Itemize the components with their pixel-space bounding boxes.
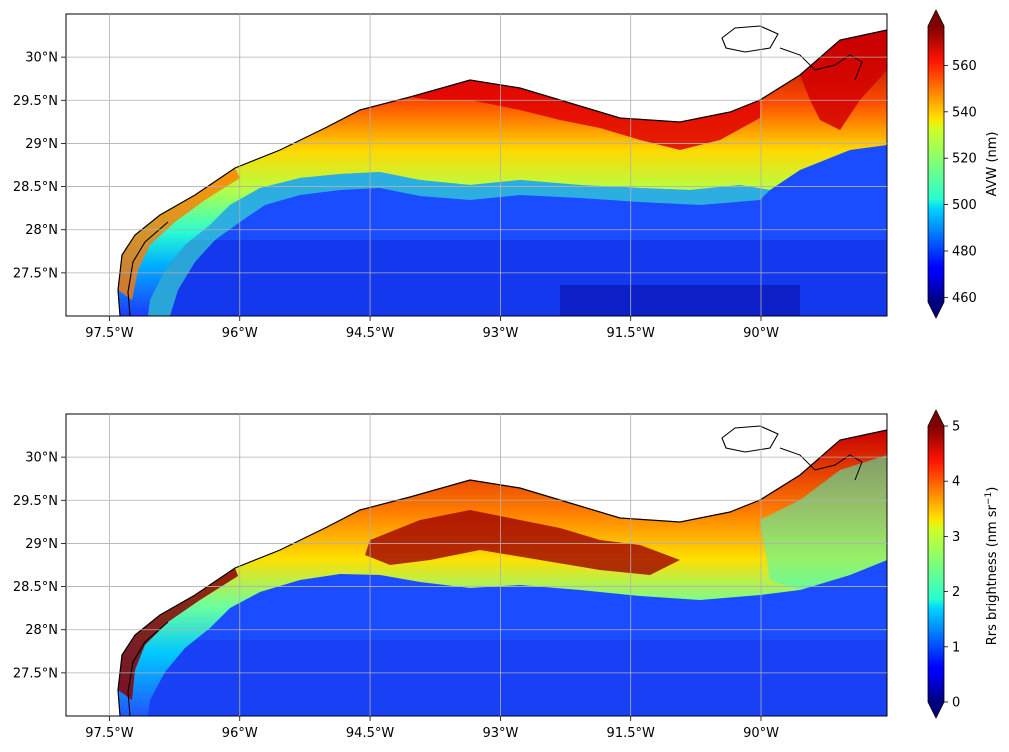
y-tick-label: 28°N xyxy=(25,223,58,238)
avw-field xyxy=(66,14,887,316)
dark-red-coastal-strip xyxy=(118,568,238,700)
y-tick-label: 30°N xyxy=(25,51,58,66)
coastline xyxy=(117,29,887,316)
x-tick-label: 90°W xyxy=(743,326,779,341)
brightness-colorbar-label-close: ) xyxy=(985,487,1000,492)
orange-coastal-strip xyxy=(118,168,240,300)
land-area xyxy=(66,14,887,316)
avw-gridlines xyxy=(66,14,887,316)
x-tick-label: 94.5°W xyxy=(346,326,394,341)
colorbar-tick-label: 500 xyxy=(952,198,977,213)
red-nearshore-band xyxy=(410,80,760,150)
avw-y-ticks: 27.5°N 28°N 28.5°N 29°N 29.5°N 30°N xyxy=(13,51,66,281)
brightness-field xyxy=(66,414,887,716)
y-tick-label: 28°N xyxy=(25,623,58,638)
colorbar-tick-label: 560 xyxy=(952,59,977,74)
delta-coastline xyxy=(779,47,863,81)
x-tick-label: 97.5°W xyxy=(85,726,133,741)
avw-colorbar-max-extend xyxy=(928,10,944,26)
coastline-bottom xyxy=(117,429,887,716)
shelf-plume xyxy=(118,30,887,316)
y-tick-label: 29.5°N xyxy=(13,494,58,509)
delta-coastline-bottom xyxy=(779,447,863,481)
colorbar-tick-label: 540 xyxy=(952,105,977,120)
avw-colorbar-outline xyxy=(927,9,945,319)
x-tick-label: 93°W xyxy=(482,326,518,341)
colorbar-tick-label: 460 xyxy=(952,291,977,306)
avw-colorbar-min-extend xyxy=(928,302,944,318)
y-tick-label: 28.5°N xyxy=(13,580,58,595)
brightness-colorbar-label-superscript: −1 xyxy=(984,492,994,505)
lake-pontchartrain-outline xyxy=(721,25,779,53)
brightness-colorbar: 0 1 2 3 4 5 Rrs brightness (nm sr−1) xyxy=(927,409,1000,719)
avw-colorbar: 460 480 500 520 540 560 AVW (nm) xyxy=(927,9,1000,319)
land-area-bottom xyxy=(66,414,887,716)
x-tick-label: 97.5°W xyxy=(85,326,133,341)
y-tick-label: 29°N xyxy=(25,137,58,152)
colorbar-tick-label: 2 xyxy=(952,585,960,600)
barrier-island-outline-bottom xyxy=(127,621,169,716)
colorbar-tick-label: 3 xyxy=(952,530,960,545)
y-tick-label: 29.5°N xyxy=(13,94,58,109)
brightness-map-panel: 97.5°W 96°W 94.5°W 93°W 91.5°W 90°W 27.5°N 28°… xyxy=(13,409,1000,741)
colorbar-tick-label: 5 xyxy=(952,420,960,435)
avw-map-panel: 97.5°W 96°W 94.5°W 93°W 91.5°W 90°W 27.5°N 28°… xyxy=(13,9,1000,341)
colorbar-tick-label: 0 xyxy=(952,696,960,711)
lake-pontchartrain-outline-bottom xyxy=(721,425,779,453)
avw-x-ticks: 97.5°W 96°W 94.5°W 93°W 91.5°W 90°W xyxy=(85,316,779,341)
colorbar-tick-label: 480 xyxy=(952,244,977,259)
brightness-colorbar-label-main: Rrs brightness (nm sr xyxy=(985,504,1000,645)
cyan-bank-bottom xyxy=(760,455,887,590)
brightness-colorbar-ticks: 0 1 2 3 4 5 xyxy=(944,420,960,711)
y-tick-label: 27.5°N xyxy=(13,666,58,681)
brightness-colorbar-min-extend xyxy=(928,702,944,718)
avw-colorbar-ticks: 460 480 500 520 540 560 xyxy=(944,59,977,306)
y-tick-label: 30°N xyxy=(25,451,58,466)
red-delta-plume xyxy=(800,30,887,130)
x-tick-label: 96°W xyxy=(222,326,258,341)
colorbar-tick-label: 4 xyxy=(952,475,960,490)
brightness-axes-frame xyxy=(65,413,888,717)
y-tick-label: 27.5°N xyxy=(13,266,58,281)
colorbar-tick-label: 520 xyxy=(952,152,977,167)
y-tick-label: 29°N xyxy=(25,537,58,552)
dark-red-core xyxy=(365,510,680,575)
brightness-colorbar-label: Rrs brightness (nm sr−1) xyxy=(984,487,1000,646)
x-tick-label: 93°W xyxy=(482,726,518,741)
brightness-y-ticks: 27.5°N 28°N 28.5°N 29°N 29.5°N 30°N xyxy=(13,451,66,681)
brightness-gridlines xyxy=(66,414,887,716)
y-tick-label: 28.5°N xyxy=(13,180,58,195)
shelf-plume-bottom xyxy=(118,430,887,716)
x-tick-label: 96°W xyxy=(222,726,258,741)
avw-axes-frame xyxy=(65,13,888,317)
x-tick-label: 91.5°W xyxy=(607,326,655,341)
avw-colorbar-label: AVW (nm) xyxy=(985,132,1000,197)
x-tick-label: 91.5°W xyxy=(607,726,655,741)
darkest-offshore-patch xyxy=(560,285,800,316)
brightness-colorbar-gradient xyxy=(928,426,944,702)
colorbar-tick-label: 1 xyxy=(952,640,960,655)
x-tick-label: 94.5°W xyxy=(346,726,394,741)
brightness-colorbar-max-extend xyxy=(928,410,944,426)
x-tick-label: 90°W xyxy=(743,726,779,741)
avw-colorbar-gradient xyxy=(928,26,944,302)
deep-offshore-water-bottom xyxy=(66,640,887,716)
barrier-island-outline xyxy=(127,221,169,316)
brightness-x-ticks: 97.5°W 96°W 94.5°W 93°W 91.5°W 90°W xyxy=(85,716,779,741)
